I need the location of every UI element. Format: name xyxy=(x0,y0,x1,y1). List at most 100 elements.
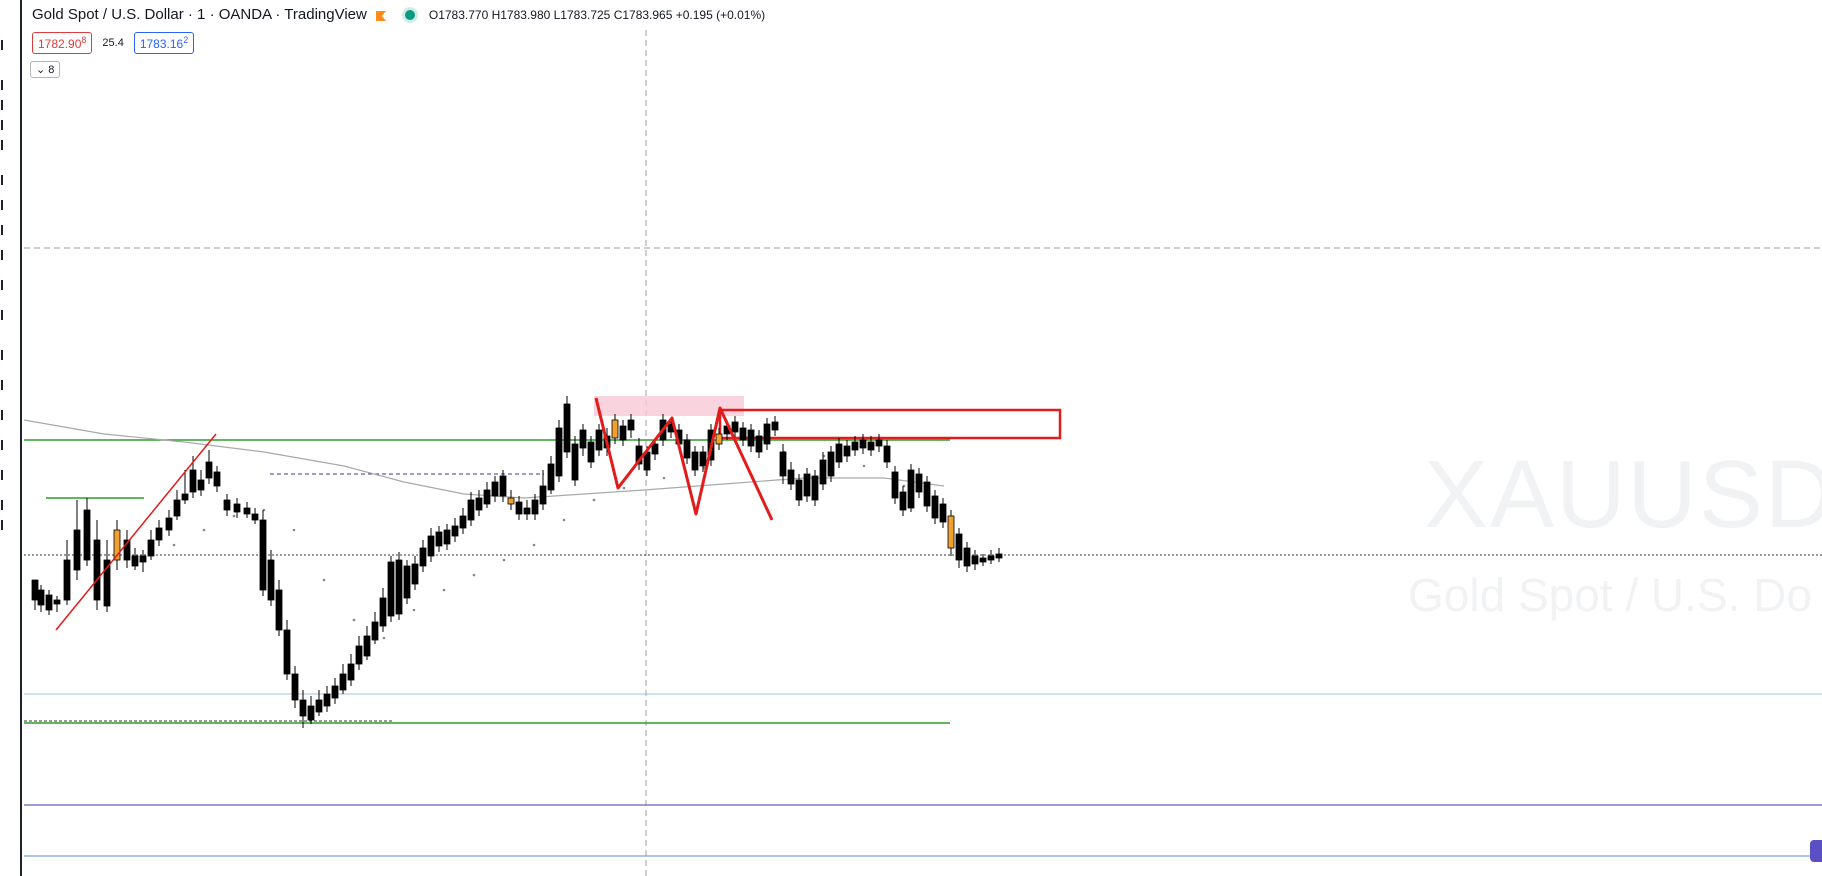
watermark-symbol: XAUUSD, xyxy=(1424,441,1822,548)
indicator-dot-14 xyxy=(592,498,596,502)
indicator-dot-4 xyxy=(292,528,296,532)
toolbar-tool-3[interactable] xyxy=(1,100,7,110)
candle-body-13 xyxy=(147,539,155,557)
candle-body-19 xyxy=(197,479,205,491)
candle-body-51 xyxy=(459,515,467,529)
toolbar-tool-5[interactable] xyxy=(1,140,7,150)
candle-body-107 xyxy=(907,469,915,509)
spread-value: 25.4 xyxy=(102,37,124,49)
candle-body-0 xyxy=(31,579,39,601)
candle-body-93 xyxy=(795,479,803,501)
candle-body-16 xyxy=(173,499,181,517)
toolbar-tool-7[interactable] xyxy=(1,200,7,210)
toolbar-tool-11[interactable] xyxy=(1,310,7,320)
candle-body-60 xyxy=(531,499,539,515)
indicator-dot-1 xyxy=(202,528,206,532)
toolbar-tool-12[interactable] xyxy=(1,350,7,360)
candle-body-15 xyxy=(165,517,173,531)
candle-body-55 xyxy=(491,481,499,497)
price-chart[interactable] xyxy=(24,0,1822,876)
candle-body-66 xyxy=(579,429,587,449)
candle-body-46 xyxy=(419,547,427,567)
candle-body-63 xyxy=(555,427,563,477)
toolbar-tool-9[interactable] xyxy=(1,250,7,260)
candle-body-28 xyxy=(275,589,283,631)
candle-body-35 xyxy=(331,685,339,699)
candle-body-112 xyxy=(947,515,955,549)
candle-body-41 xyxy=(379,597,387,627)
candle-body-49 xyxy=(443,529,451,545)
candle-body-98 xyxy=(835,443,843,463)
toolbar-tool-10[interactable] xyxy=(1,280,7,290)
candle-body-79 xyxy=(683,439,691,459)
candle-body-50 xyxy=(451,525,459,537)
candle-body-38 xyxy=(355,645,363,665)
candle-body-58 xyxy=(515,501,523,515)
candle-body-57 xyxy=(507,497,515,505)
candle-body-1 xyxy=(37,589,45,606)
indicator-dot-8 xyxy=(412,608,416,612)
candle-body-91 xyxy=(779,451,787,477)
toolbar-tool-16[interactable] xyxy=(1,470,7,480)
supply-zone-rect xyxy=(594,396,744,416)
chart-area[interactable]: XAUUSD, Gold Spot / U.S. Do Gold Spot / … xyxy=(24,0,1822,876)
candle-body-4 xyxy=(63,559,71,601)
left-drawing-toolbar[interactable] xyxy=(0,0,22,876)
toolbar-tool-4[interactable] xyxy=(1,120,7,130)
sell-price: 1782.90 xyxy=(38,37,82,51)
candle-body-22 xyxy=(223,499,231,511)
candle-body-32 xyxy=(307,705,315,721)
candle-body-113 xyxy=(955,533,963,561)
candle-body-85 xyxy=(731,421,739,433)
buy-button[interactable]: 1783.162 xyxy=(133,32,195,54)
candle-body-108 xyxy=(915,473,923,493)
candle-body-21 xyxy=(213,471,221,487)
candle-body-88 xyxy=(755,435,763,453)
candle-body-44 xyxy=(403,565,411,599)
candle-body-117 xyxy=(987,555,995,561)
trend-line-drawing xyxy=(55,433,217,631)
candle-body-72 xyxy=(627,419,635,431)
candle-body-92 xyxy=(787,469,795,485)
candle-body-64 xyxy=(563,403,571,453)
candle-body-47 xyxy=(427,535,435,557)
indicator-dot-7 xyxy=(382,636,386,640)
toolbar-tool-13[interactable] xyxy=(1,380,7,390)
indicators-count: 8 xyxy=(48,64,55,76)
candle-body-6 xyxy=(83,509,91,561)
candle-body-3 xyxy=(53,599,61,605)
sell-button[interactable]: 1782.908 xyxy=(32,32,93,54)
bookmark-flag-icon[interactable] xyxy=(375,9,387,21)
candle-body-30 xyxy=(291,673,299,701)
toolbar-tool-18[interactable] xyxy=(1,520,7,530)
toolbar-tool-8[interactable] xyxy=(1,225,7,235)
toolbar-tool-14[interactable] xyxy=(1,410,7,420)
candle-body-96 xyxy=(819,459,827,485)
candle-body-90 xyxy=(771,421,779,431)
candle-body-52 xyxy=(467,499,475,521)
sell-price-pip: 8 xyxy=(81,35,87,45)
symbol-title[interactable]: Gold Spot / U.S. Dollar · 1 · OANDA · Tr… xyxy=(32,6,367,23)
toolbar-tool-17[interactable] xyxy=(1,500,7,510)
candle-body-115 xyxy=(971,555,979,565)
candle-body-24 xyxy=(243,507,251,515)
candle-body-109 xyxy=(923,481,931,507)
indicator-dot-15 xyxy=(622,486,626,490)
toolbar-tool-6[interactable] xyxy=(1,175,7,185)
candle-body-94 xyxy=(803,473,811,497)
candle-body-97 xyxy=(827,451,835,477)
scroll-to-realtime-button[interactable] xyxy=(1810,840,1822,862)
toolbar-tool-15[interactable] xyxy=(1,440,7,450)
toolbar-tool-2[interactable] xyxy=(1,80,7,90)
candle-body-18 xyxy=(189,469,197,493)
ohlc-values: O1783.770 H1783.980 L1783.725 C1783.965 … xyxy=(428,7,766,22)
candle-body-118 xyxy=(995,553,1003,559)
indicators-toggle-button[interactable]: ⌄ 8 xyxy=(30,61,61,78)
candle-body-104 xyxy=(883,445,891,463)
indicator-dot-9 xyxy=(442,588,446,592)
toolbar-tool-1[interactable] xyxy=(1,40,7,50)
indicator-dot-10 xyxy=(472,573,476,577)
candle-body-61 xyxy=(539,485,547,505)
candle-body-80 xyxy=(691,451,699,471)
candle-body-34 xyxy=(323,693,331,707)
